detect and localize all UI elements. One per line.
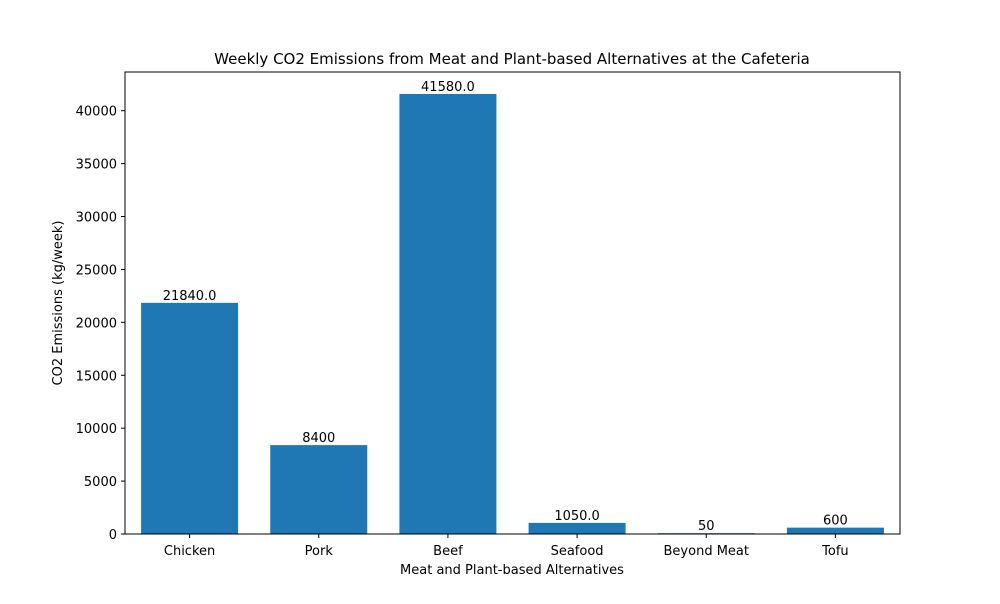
- bar-value-label-seafood: 1050.0: [554, 509, 600, 524]
- y-axis: 0 5000 10000 15000 20000 25000 30000 35000 40000: [76, 105, 125, 543]
- bar-value-label-pork: 8400: [302, 431, 335, 446]
- x-tick-label-seafood: Seafood: [551, 544, 604, 559]
- y-tick-label: 0: [109, 528, 117, 543]
- bar-value-labels: 21840.0 8400 41580.0 1050.0 50 600: [163, 80, 848, 534]
- bar-chicken: [141, 302, 239, 534]
- y-tick-label: 40000: [76, 105, 117, 120]
- x-axis-label: Meat and Plant-based Alternatives: [400, 563, 624, 578]
- y-tick-label: 20000: [76, 316, 117, 331]
- chart-title: Weekly CO2 Emissions from Meat and Plant…: [214, 50, 810, 68]
- bar-value-label-beef: 41580.0: [421, 80, 475, 95]
- x-tick-label-tofu: Tofu: [821, 544, 849, 559]
- bar-tofu: [786, 527, 884, 534]
- x-tick-label-chicken: Chicken: [164, 544, 215, 559]
- x-tick-label-beyond-meat: Beyond Meat: [664, 544, 749, 559]
- x-axis: Chicken Pork Beef Seafood Beyond Meat Tofu: [164, 534, 849, 559]
- y-tick-label: 35000: [76, 158, 117, 173]
- bar-pork: [270, 445, 368, 534]
- y-tick-label: 10000: [76, 422, 117, 437]
- plot-frame: [124, 71, 901, 535]
- y-tick-label: 25000: [76, 263, 117, 278]
- bar-seafood: [528, 522, 626, 534]
- bar-beef: [399, 93, 497, 535]
- bar-value-label-beyond-meat: 50: [698, 519, 715, 534]
- x-tick-label-beef: Beef: [433, 544, 463, 559]
- bar-value-label-tofu: 600: [823, 514, 848, 529]
- y-axis-label: CO2 Emissions (kg/week): [51, 221, 66, 386]
- x-tick-label-pork: Pork: [305, 544, 334, 559]
- y-tick-label: 15000: [76, 369, 117, 384]
- bars-layer: [141, 93, 884, 535]
- bar-value-label-chicken: 21840.0: [163, 289, 217, 304]
- y-tick-label: 30000: [76, 211, 117, 226]
- y-tick-label: 5000: [84, 475, 117, 490]
